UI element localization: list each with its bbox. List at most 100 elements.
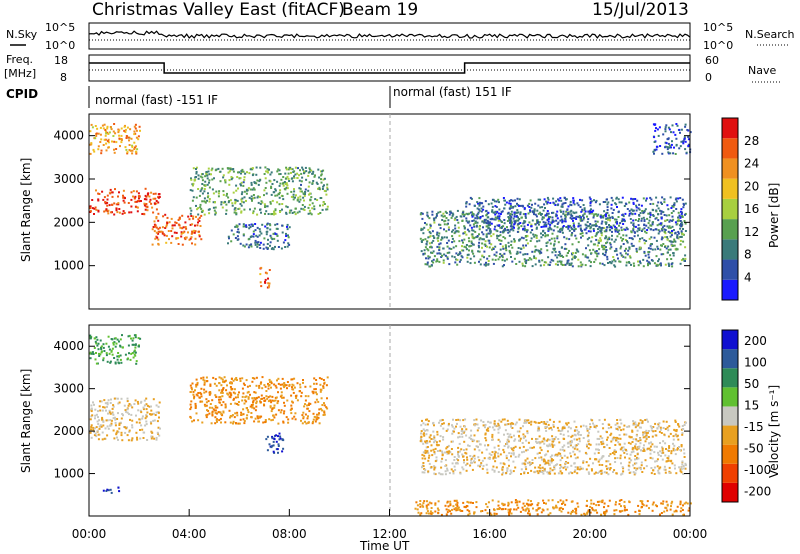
- velocity-cell: [610, 440, 613, 443]
- power-cell: [170, 241, 173, 244]
- velocity-cell: [670, 450, 673, 453]
- velocity-cell: [635, 458, 638, 461]
- velocity-cell: [682, 465, 685, 467]
- velocity-cell: [200, 377, 203, 380]
- power-cell: [238, 231, 240, 234]
- power-cell: [267, 213, 270, 215]
- velocity-cell: [674, 434, 677, 437]
- velocity-cell: [128, 430, 131, 433]
- power-cell: [664, 229, 667, 231]
- velocity-cell: [438, 421, 440, 424]
- velocity-cell: [105, 490, 108, 492]
- velocity-cell: [114, 421, 117, 424]
- velocity-cell: [468, 445, 471, 447]
- velocity-cell: [456, 462, 459, 465]
- velocity-cell: [242, 413, 245, 416]
- velocity-cell: [313, 388, 316, 391]
- velocity-cell: [128, 403, 131, 405]
- power-cell: [649, 196, 652, 199]
- power-cell: [225, 203, 228, 206]
- power-cell: [547, 220, 550, 223]
- nave-label: Nave: [748, 64, 776, 77]
- velocity-cell: [441, 457, 444, 460]
- power-cell: [590, 208, 592, 211]
- velocity-cell: [155, 436, 158, 439]
- power-cell: [447, 228, 450, 231]
- power-cell: [649, 247, 652, 250]
- power-cell: [421, 212, 424, 215]
- power-cell: [515, 219, 518, 222]
- power-cell: [276, 223, 279, 226]
- power-cell: [657, 134, 660, 137]
- velocity-cell: [131, 352, 134, 354]
- power-cell: [131, 149, 134, 152]
- power-cell: [637, 234, 639, 237]
- power-cell: [536, 209, 539, 212]
- power-cell: [248, 196, 251, 199]
- power-cell: [474, 230, 477, 233]
- velocity-cell: [138, 345, 140, 348]
- velocity-cell: [311, 390, 314, 393]
- velocity-cell: [222, 388, 224, 391]
- power-cell: [635, 247, 638, 250]
- velocity-cell: [222, 401, 225, 404]
- velocity-cell: [573, 438, 576, 441]
- power-cell: [592, 209, 595, 212]
- power-cell: [674, 231, 677, 234]
- power-cell: [639, 237, 641, 240]
- power-cell: [508, 230, 511, 233]
- power-cell: [471, 229, 474, 232]
- velocity-cell: [98, 405, 101, 408]
- power-cell: [661, 203, 663, 205]
- velocity-cell: [426, 446, 429, 448]
- velocity-cell: [92, 426, 95, 429]
- velocity-cell: [655, 445, 658, 448]
- velocity-cell: [646, 447, 649, 450]
- power-cell: [617, 257, 619, 260]
- velocity-cell: [430, 444, 433, 447]
- velocity-cell: [469, 464, 472, 467]
- velocity-cell: [157, 411, 160, 414]
- velocity-cell: [576, 432, 579, 435]
- velocity-cell: [249, 405, 252, 408]
- velocity-cell: [157, 405, 160, 408]
- velocity-cell: [605, 460, 608, 463]
- velocity-cell: [679, 449, 682, 451]
- power-cell: [509, 213, 512, 216]
- velocity-cell: [559, 430, 562, 433]
- power-cell: [425, 257, 427, 260]
- power-cell: [684, 140, 687, 143]
- velocity-cell: [526, 457, 529, 460]
- power-cell: [115, 148, 118, 150]
- velocity-cell: [108, 348, 111, 351]
- velocity-cell: [482, 424, 485, 427]
- velocity-cell: [281, 450, 284, 453]
- power-cell: [681, 233, 684, 236]
- power-cell: [586, 221, 589, 224]
- power-cell: [630, 197, 633, 200]
- velocity-cell: [567, 426, 570, 429]
- power-cell: [581, 234, 584, 237]
- power-cell: [290, 171, 292, 174]
- velocity-cell: [668, 466, 671, 469]
- velocity-cell: [420, 435, 423, 438]
- power-cell: [553, 237, 556, 240]
- velocity-cell: [266, 397, 269, 400]
- power-cell: [137, 138, 140, 141]
- velocity-cell: [208, 406, 211, 409]
- power-cell: [534, 263, 537, 266]
- velocity-cell: [271, 444, 274, 447]
- power-cell: [252, 212, 255, 215]
- velocity-cell: [545, 429, 548, 432]
- power-cell: [495, 251, 498, 254]
- velocity-cell: [120, 361, 123, 364]
- velocity-cell: [569, 427, 572, 430]
- power-cell: [157, 230, 160, 233]
- velocity-cell: [505, 457, 508, 460]
- velocity-cell: [445, 429, 448, 432]
- power-cell: [491, 210, 493, 213]
- velocity-cell: [94, 408, 97, 411]
- power-cell: [143, 202, 146, 205]
- power-cell: [463, 215, 466, 218]
- power-cell: [595, 223, 597, 226]
